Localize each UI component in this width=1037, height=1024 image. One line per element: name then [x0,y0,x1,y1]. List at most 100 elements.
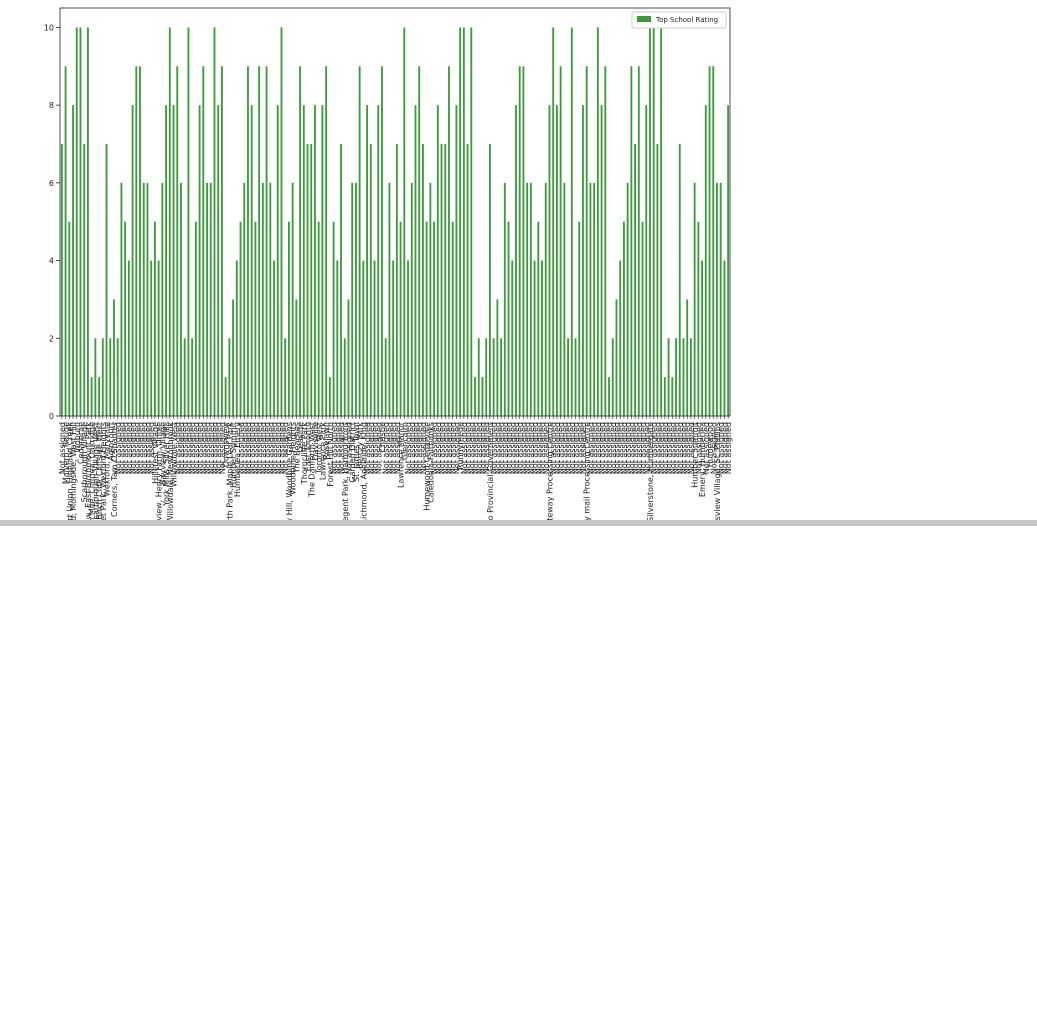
bar [139,66,141,417]
x-tick-label: Not assigned [661,422,670,474]
bar [261,182,264,416]
bar [146,182,149,416]
bar [291,182,294,416]
x-tick-label: Not assigned [672,422,681,474]
bar [526,182,529,416]
x-tick-label: Forest Hill North [326,422,335,487]
x-tick-label: Not assigned [270,422,279,474]
x-tick-label: Regent Park, Harbourfront [341,422,350,527]
x-tick-label: Malvern, Rouge [62,422,71,484]
bar [515,105,517,417]
x-tick-label: Not assigned [389,422,398,474]
bar [663,377,666,416]
x-tick-label: Not assigned [542,422,551,474]
x-tick-label: Not assigned [639,422,648,474]
bar [615,299,618,416]
x-tick-label: Not assigned [687,422,696,474]
bar [109,338,112,416]
x-tick-label: Richmond, Adelaide, King [359,422,368,525]
x-tick-label: Not assigned [371,422,380,474]
x-tick-label: Not assigned [333,422,342,474]
bar [157,260,160,416]
x-tick-label: Bayview Village [158,422,167,485]
bar [72,105,74,417]
x-tick-label: Not assigned [720,422,729,474]
bar [94,338,97,416]
bar [206,182,208,416]
bar [660,27,663,417]
x-tick-label: Not assigned [240,422,249,474]
x-tick-label: Cedarbrae [76,422,85,464]
x-tick-label: East Toronto [304,422,313,471]
bar [191,338,194,416]
x-tick-label: Woburn [73,422,82,453]
x-tick-label: Not assigned [244,422,253,474]
x-tick-label: Not assigned [501,422,510,474]
bar [79,27,82,417]
x-tick-label: Guildwood, Morningside, West Hill [69,422,78,558]
y-tick-label: 2 [49,334,54,343]
bar [470,27,473,417]
x-tick-label: Not assigned [281,422,290,474]
x-tick-label: Not assigned [192,422,201,474]
x-tick-label: Not assigned [214,422,223,474]
x-tick-label: Not assigned [199,422,208,474]
y-tick-label: 8 [49,101,54,110]
x-tick-label: Cliffside, Cliffcrest, Scarborough Villa… [91,422,100,602]
bar [697,221,700,416]
bar [183,338,186,416]
bar [239,221,242,416]
bar [314,105,316,417]
x-tick-label: Rouge Hill, Port Union, Highland Creek [65,422,74,576]
x-tick-label: Not assigned [415,422,424,474]
x-tick-label: Fairview, Henry Farm, Oriole [155,422,164,535]
bar [544,182,547,416]
bar [336,260,339,416]
x-tick-label: Not assigned [490,422,499,474]
bar [168,27,171,417]
x-tick-label: Not assigned [173,422,182,474]
x-tick-label: Lawrence Manor [397,421,406,488]
x-tick-label: Not assigned [653,422,662,474]
x-tick-label: Hillcrest Village [151,422,160,484]
x-tick-label: Not assigned [557,422,566,474]
bar [265,66,268,417]
x-tick-label: Dorset Park, Wexford Heights [99,422,108,540]
bar [619,260,622,416]
bar [180,182,182,416]
x-tick-label: Leaside [296,422,305,453]
x-tick-label: Not assigned [411,422,420,474]
x-tick-label: Not assigned [620,422,629,474]
x-tick-label: Business reply mail Processing Centre [583,422,592,574]
divider [0,520,1037,526]
x-tick-label: Wexford, Maryvale [103,422,112,497]
bar [269,182,272,416]
x-tick-label: Clarks Corners, Tam O'Shanter [110,421,119,544]
bar [388,182,391,416]
bar [83,144,86,416]
bar [64,66,67,417]
x-tick-label: Not assigned [408,422,417,474]
x-tick-label: Not assigned [605,422,614,474]
bar [701,260,704,416]
x-tick-label: Queen's Park, Ontario Provincial Governm… [486,422,495,603]
bar [86,27,89,417]
legend-label: Top School Rating [655,16,718,24]
x-tick-label: Not assigned [460,422,469,474]
bar [60,144,63,416]
x-tick-label: Not assigned [568,422,577,474]
bar [522,66,525,417]
x-tick-label: Not assigned [337,422,346,474]
bar [153,221,156,416]
x-tick-label: Not assigned [594,422,603,474]
bar [604,66,607,417]
bar [611,338,614,416]
bar [548,105,551,417]
bar [675,338,677,416]
x-tick-label: Not assigned [177,422,186,474]
bar [369,144,372,416]
bar [440,144,443,416]
bar [105,144,108,416]
bar [507,221,510,416]
x-tick-label: Not assigned [251,422,260,474]
